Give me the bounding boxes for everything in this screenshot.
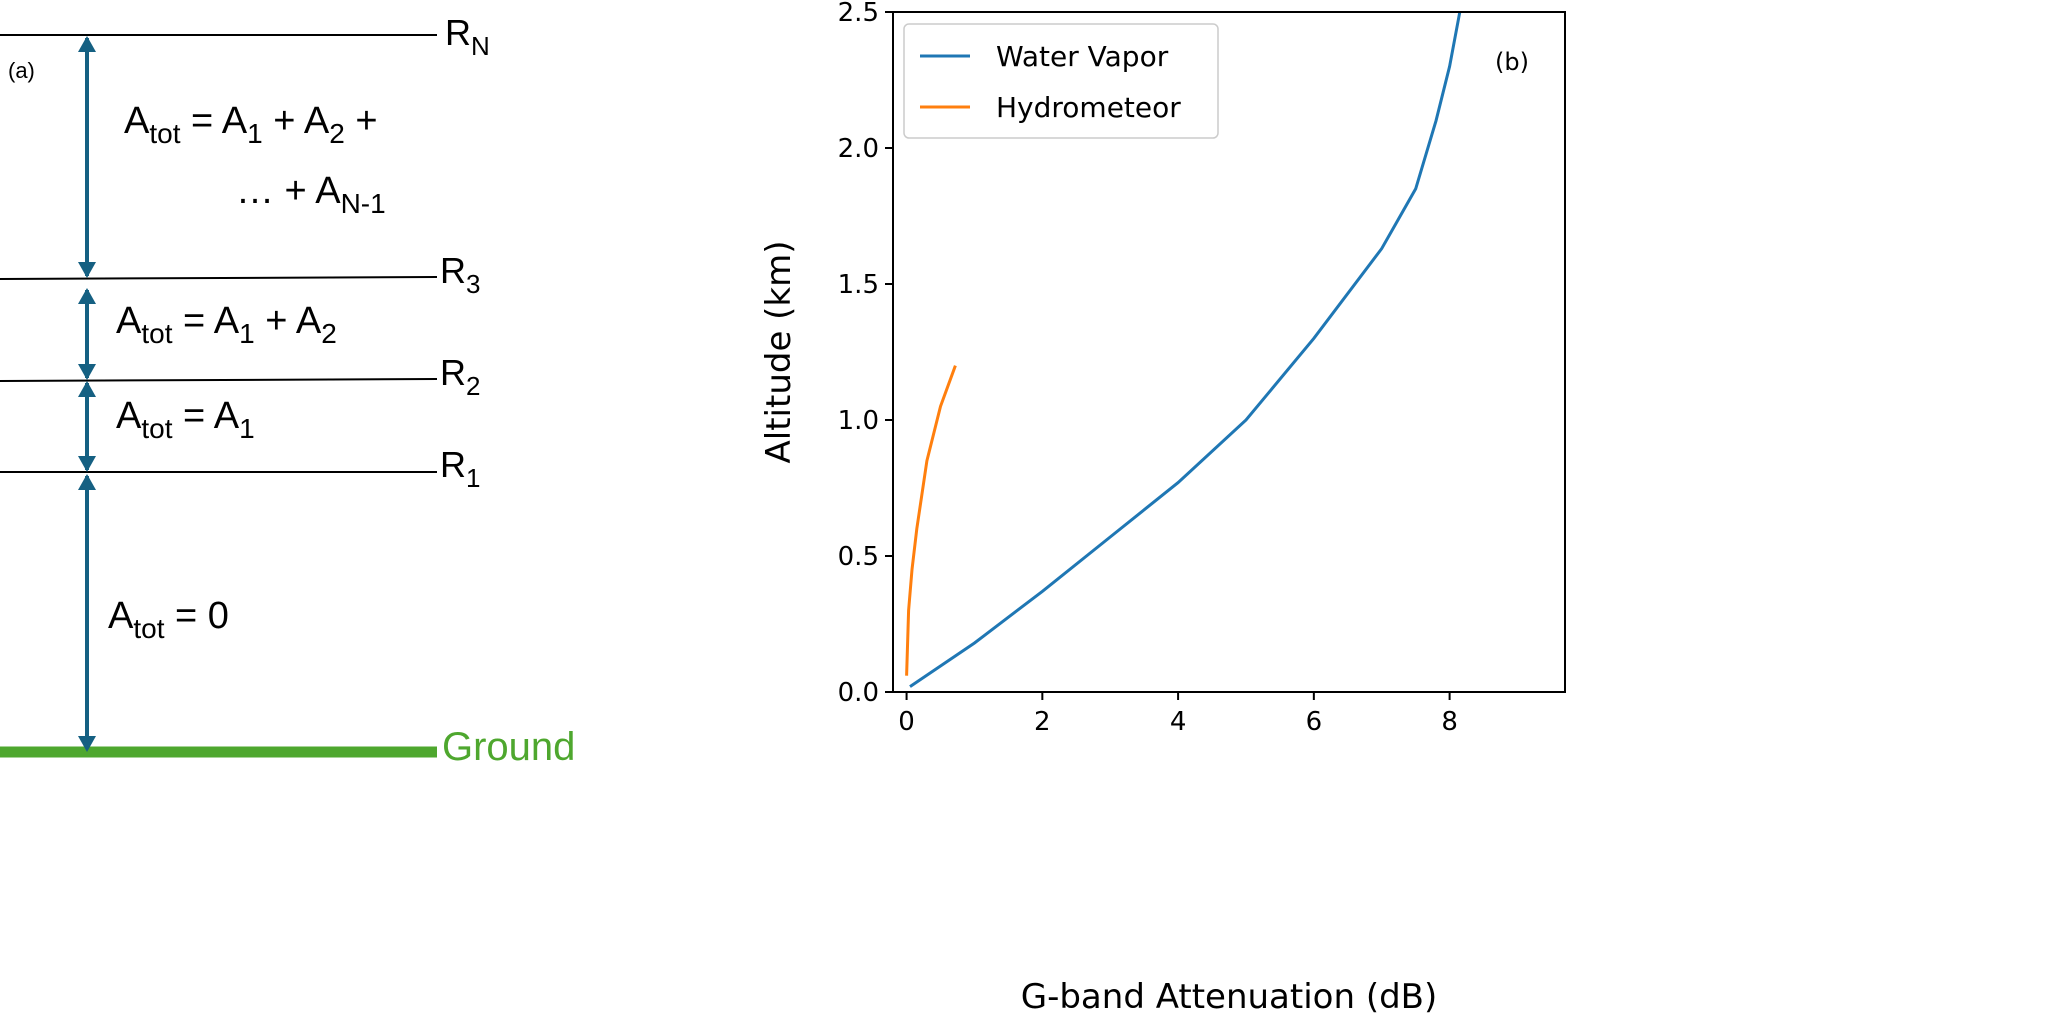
y-tick-label: 2.5 bbox=[838, 0, 879, 28]
equation-ground-r1: Atot = 0 bbox=[108, 595, 229, 644]
x-tick-label: 6 bbox=[1306, 707, 1323, 737]
level-label-r1: R1 bbox=[440, 444, 481, 493]
panel-label-b: (b) bbox=[1495, 48, 1529, 76]
equation-r2-r3: Atot = A1 + A2 bbox=[116, 300, 337, 349]
x-tick-label: 8 bbox=[1441, 707, 1458, 737]
y-tick-label: 2.0 bbox=[838, 134, 879, 164]
y-axis-label: Altitude (km) bbox=[759, 240, 799, 463]
legend-label-water-vapor: Water Vapor bbox=[996, 40, 1169, 73]
series-line-hydrometeor bbox=[905, 365, 957, 676]
equation-r1-r2: Atot = A1 bbox=[116, 395, 255, 444]
legend-label-hydrometeor: Hydrometeor bbox=[996, 91, 1181, 124]
level-label-rn: RN bbox=[445, 12, 490, 61]
y-tick-label: 1.5 bbox=[838, 270, 879, 300]
diagram-lines bbox=[0, 34, 438, 758]
y-tick-label: 1.0 bbox=[838, 406, 879, 436]
x-tick-label: 0 bbox=[898, 707, 915, 737]
x-axis-label: G-band Attenuation (dB) bbox=[1021, 977, 1438, 1017]
level-label-r3: R3 bbox=[440, 250, 481, 299]
axes-frame bbox=[892, 11, 1566, 693]
level-line-r3 bbox=[0, 276, 438, 280]
series-line-water-vapor bbox=[909, 11, 1462, 688]
equation-top-line2: … + AN-1 bbox=[236, 170, 386, 219]
y-tick-label: 0.0 bbox=[838, 678, 879, 708]
level-label-r2: R2 bbox=[440, 352, 481, 401]
y-tick-label: 0.5 bbox=[838, 542, 879, 572]
panel-label-a: (a) bbox=[8, 58, 35, 83]
equation-top-line1: Atot = A1 + A2 + bbox=[124, 100, 378, 149]
level-line-r2 bbox=[0, 378, 438, 382]
ground-label: Ground bbox=[442, 725, 576, 769]
x-tick-label: 2 bbox=[1034, 707, 1051, 737]
x-tick-label: 4 bbox=[1170, 707, 1187, 737]
legend: Water Vapor Hydrometeor bbox=[903, 23, 1219, 139]
